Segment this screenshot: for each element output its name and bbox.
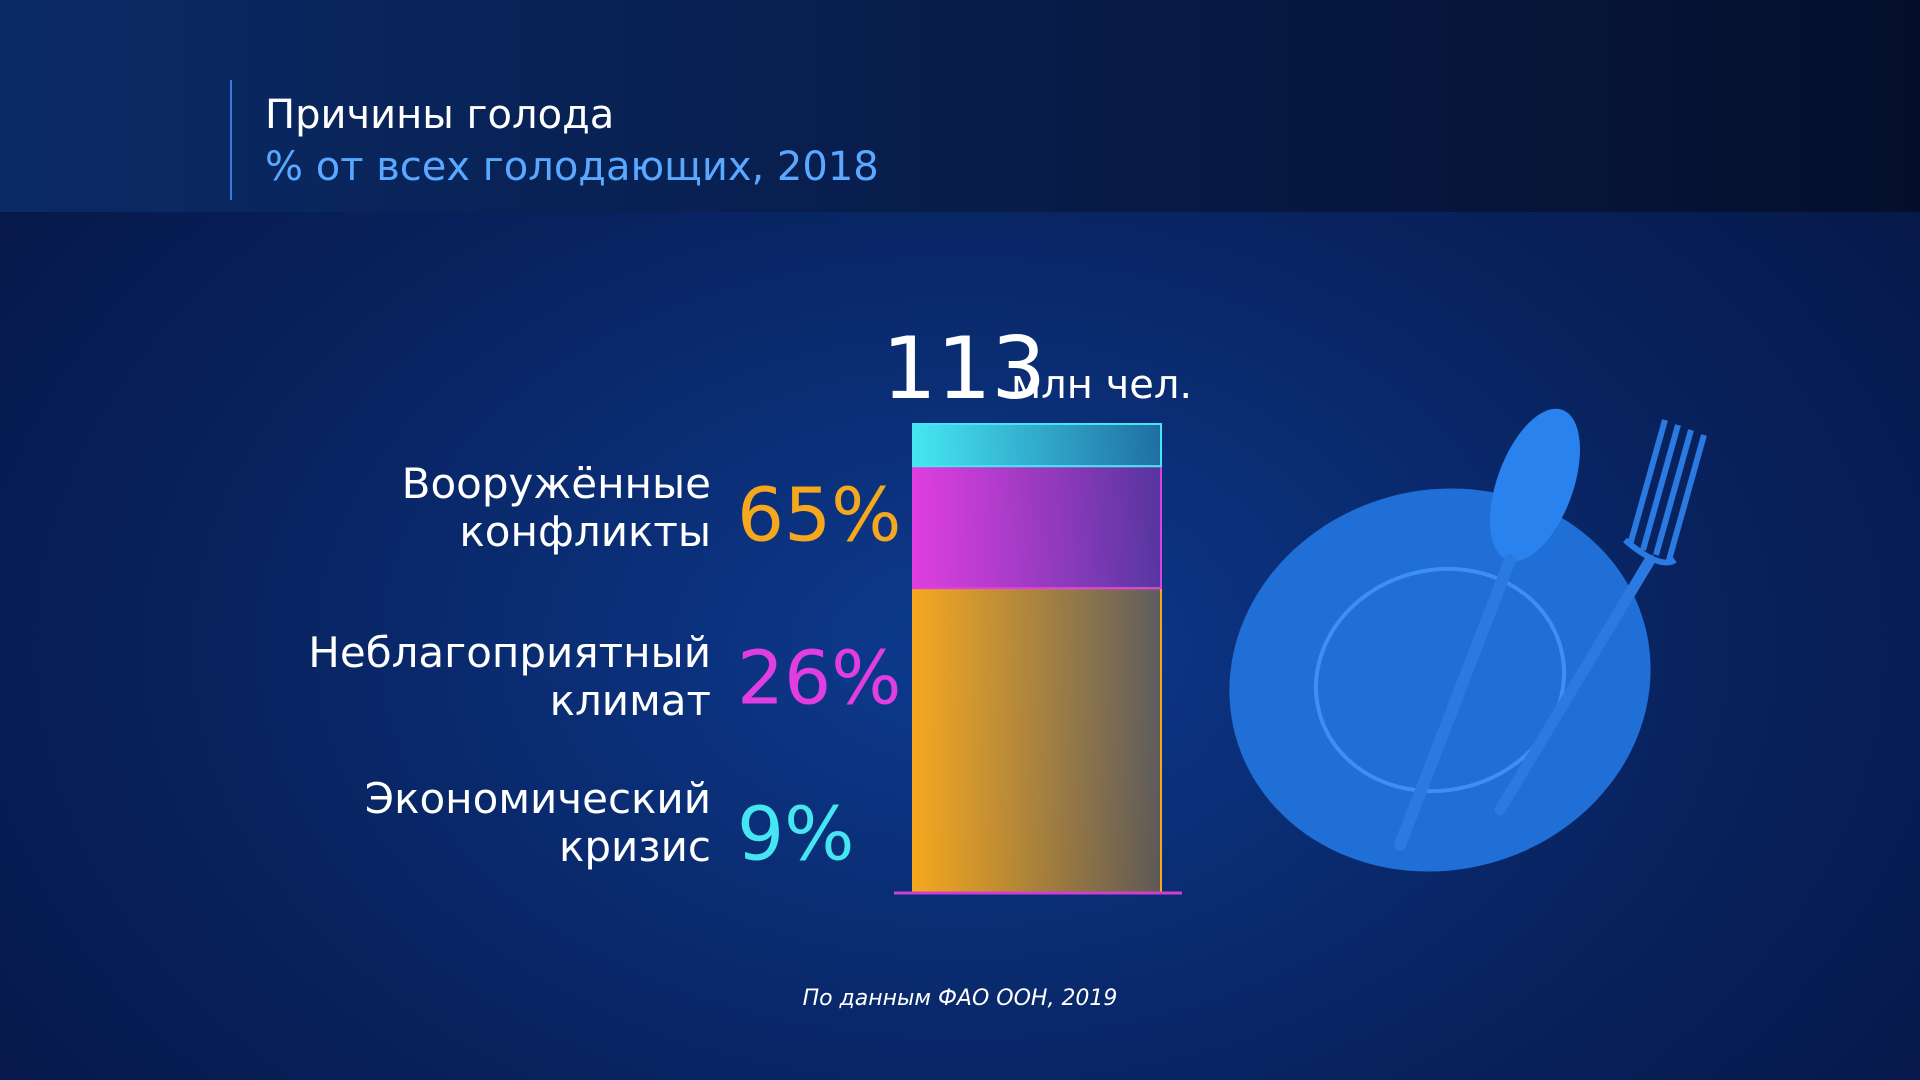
value-label: 26% <box>737 636 901 722</box>
header-band <box>0 0 1920 212</box>
value-label: 9% <box>737 792 854 878</box>
plate-illustration <box>1229 408 1707 872</box>
total-value: 113 <box>882 319 1046 419</box>
category-label: Вооружённые конфликты <box>401 459 711 556</box>
bar-segment <box>912 465 1162 590</box>
category-label: Экономический кризис <box>364 774 711 871</box>
subtitle: % от всех голодающих, 2018 <box>265 144 879 190</box>
bar-segment <box>912 423 1162 468</box>
source: По данным ФАО ООН, 2019 <box>802 986 1118 1011</box>
category-label: Неблагоприятный климат <box>308 628 711 725</box>
title: Причины голода <box>265 92 615 138</box>
bar-segment <box>912 587 1162 895</box>
value-label: 65% <box>737 473 901 559</box>
total-unit: млн чел. <box>1011 362 1192 408</box>
header-rule <box>230 80 232 200</box>
